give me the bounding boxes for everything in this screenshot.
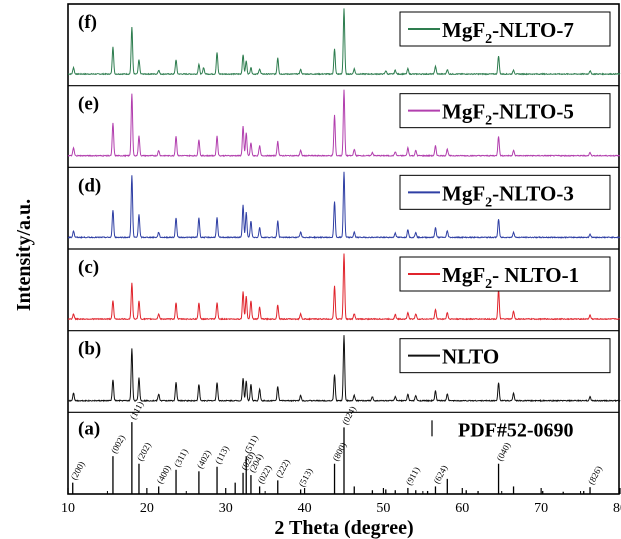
hkl-label: (911) — [404, 465, 422, 487]
legend-label: MgF2-NLTO-7 — [442, 18, 574, 47]
legend-label: MgF2-NLTO-3 — [442, 181, 574, 210]
x-tick-label: 70 — [534, 501, 548, 516]
reference-label: PDF#52-0690 — [458, 419, 574, 441]
x-tick-label: 30 — [219, 501, 233, 516]
panel-letter: (e) — [78, 94, 99, 115]
xrd-trace-c — [67, 253, 621, 321]
legend-label: MgF2-NLTO-5 — [442, 100, 574, 129]
hkl-label: (511) — [242, 433, 260, 455]
hkl-label: (040) — [494, 441, 512, 463]
hkl-label: (311) — [172, 447, 190, 469]
xrd-trace-d — [67, 171, 621, 239]
hkl-label: (400) — [155, 463, 173, 485]
hkl-label: (222) — [274, 457, 292, 479]
reference-lines: (200) (002)(111) (202)(400)(311) (402) (113)… — [69, 400, 604, 494]
x-tick-label: 80 — [613, 501, 621, 516]
x-axis: 10 20 30 40 50 60 70 80 — [61, 488, 621, 516]
x-axis-title: 2 Theta (degree) — [274, 517, 413, 539]
panel-labels: (f) MgF2-NLTO-7 (e) MgF2-NLTO-5 (d) MgF2-NLTO… — [78, 11, 611, 441]
hkl-label: (002) — [109, 433, 127, 455]
x-tick-label: 10 — [61, 501, 75, 516]
hkl-label: (402) — [195, 448, 213, 470]
legend-label: MgF2- NLTO-1 — [442, 263, 579, 292]
hkl-label: (202) — [135, 441, 153, 463]
x-tick-label: 40 — [298, 501, 312, 516]
xrd-trace-b — [67, 335, 621, 403]
y-axis-title: Intensity/a.u. — [13, 199, 35, 311]
x-tick-label: 50 — [376, 501, 390, 516]
hkl-label: (800) — [330, 441, 348, 463]
panel-letter: (d) — [78, 175, 101, 196]
panel-letter: (c) — [78, 257, 99, 278]
hkl-label: (111) — [128, 400, 146, 421]
hkl-label: (024) — [340, 404, 358, 426]
xrd-trace-f — [67, 8, 621, 76]
panel-letter: (a) — [78, 418, 100, 439]
xrd-trace-e — [67, 89, 621, 158]
panel-letter: (b) — [78, 339, 101, 360]
legend-label: NLTO — [442, 345, 499, 369]
panel-letter: (f) — [78, 12, 97, 33]
x-tick-label: 20 — [140, 501, 154, 516]
hkl-label: (200) — [69, 460, 87, 482]
hkl-label: (826) — [586, 464, 604, 486]
hkl-label: (513) — [297, 466, 315, 488]
hkl-label: (113) — [213, 444, 231, 466]
xrd-traces — [67, 8, 621, 403]
x-tick-label: 60 — [455, 501, 469, 516]
